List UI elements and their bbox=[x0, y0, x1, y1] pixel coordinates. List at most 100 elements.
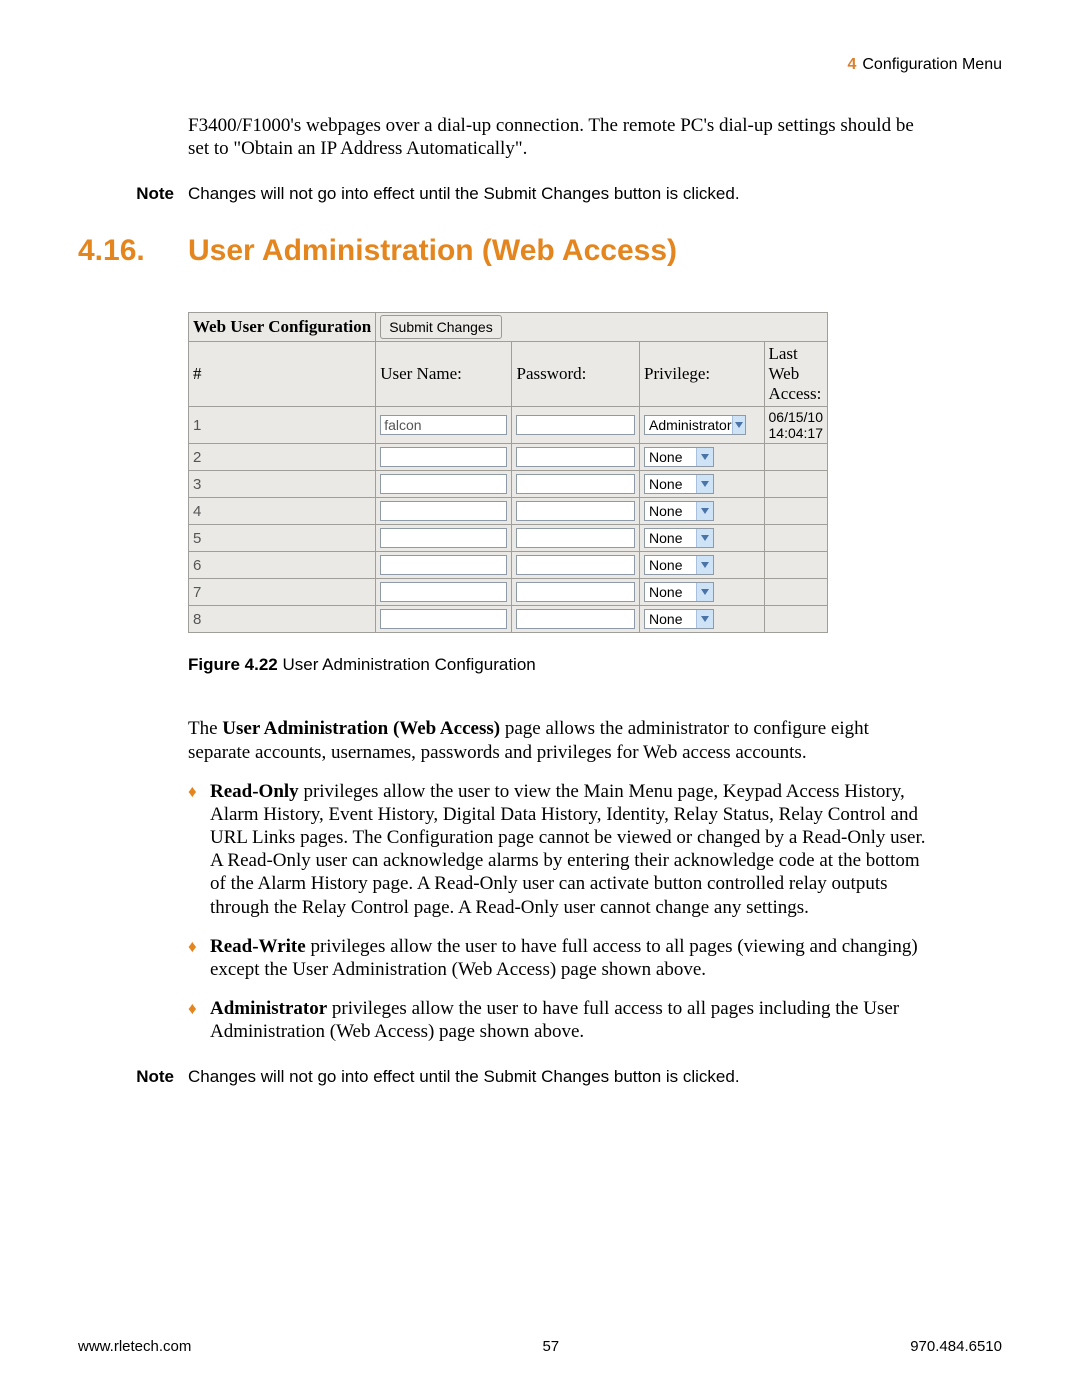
privilege-value: None bbox=[649, 503, 682, 519]
footer-center: 57 bbox=[542, 1338, 559, 1355]
note-label: Note bbox=[78, 184, 188, 204]
col-username: User Name: bbox=[376, 342, 512, 407]
chevron-down-icon bbox=[696, 529, 713, 547]
privilege-value: None bbox=[649, 611, 682, 627]
row-number: 6 bbox=[189, 552, 376, 579]
password-input[interactable] bbox=[516, 555, 635, 575]
row-number: 7 bbox=[189, 579, 376, 606]
diamond-bullet-icon: ♦ bbox=[188, 935, 210, 981]
section-heading: 4.16. User Administration (Web Access) bbox=[78, 234, 1002, 268]
privilege-value: Administrator bbox=[649, 417, 731, 433]
col-number: # bbox=[189, 342, 376, 407]
row-number: 1 bbox=[189, 407, 376, 444]
privilege-value: None bbox=[649, 476, 682, 492]
last-access bbox=[764, 444, 828, 471]
note-row-2: Note Changes will not go into effect unt… bbox=[78, 1067, 1002, 1087]
note-text: Changes will not go into effect until th… bbox=[188, 1067, 1002, 1087]
last-access bbox=[764, 606, 828, 633]
table-row: 3 None bbox=[189, 471, 828, 498]
col-last-access: Last Web Access: bbox=[764, 342, 828, 407]
figure-label: Figure 4.22 bbox=[188, 655, 278, 674]
password-input[interactable] bbox=[516, 609, 635, 629]
table-row: 4 None bbox=[189, 498, 828, 525]
chevron-down-icon bbox=[696, 448, 713, 466]
table-row: 5 None bbox=[189, 525, 828, 552]
col-password: Password: bbox=[512, 342, 640, 407]
page-footer: www.rletech.com 57 970.484.6510 bbox=[78, 1338, 1002, 1355]
diamond-bullet-icon: ♦ bbox=[188, 997, 210, 1043]
table-title: Web User Configuration bbox=[189, 313, 376, 342]
privilege-select[interactable]: None bbox=[644, 555, 714, 575]
row-number: 8 bbox=[189, 606, 376, 633]
table-row: 7 None bbox=[189, 579, 828, 606]
username-input[interactable] bbox=[380, 447, 507, 467]
username-input[interactable] bbox=[380, 528, 507, 548]
username-input[interactable] bbox=[380, 474, 507, 494]
last-access bbox=[764, 579, 828, 606]
figure-wrap: Web User Configuration Submit Changes # … bbox=[188, 312, 1002, 675]
password-input[interactable] bbox=[516, 447, 635, 467]
chevron-down-icon bbox=[732, 416, 746, 434]
last-access bbox=[764, 552, 828, 579]
submit-cell: Submit Changes bbox=[376, 313, 828, 342]
row-number: 4 bbox=[189, 498, 376, 525]
privilege-select[interactable]: None bbox=[644, 582, 714, 602]
footer-left: www.rletech.com bbox=[78, 1338, 191, 1355]
table-row: 2 None bbox=[189, 444, 828, 471]
chevron-down-icon bbox=[696, 583, 713, 601]
password-input[interactable] bbox=[516, 474, 635, 494]
privilege-value: None bbox=[649, 530, 682, 546]
privilege-select[interactable]: None bbox=[644, 501, 714, 521]
table-row: 8 None bbox=[189, 606, 828, 633]
privilege-select[interactable]: None bbox=[644, 528, 714, 548]
row-number: 5 bbox=[189, 525, 376, 552]
privilege-select[interactable]: None bbox=[644, 447, 714, 467]
footer-right: 970.484.6510 bbox=[910, 1338, 1002, 1355]
chevron-down-icon bbox=[696, 475, 713, 493]
username-input[interactable] bbox=[380, 609, 507, 629]
bullet-item: ♦Read-Only privileges allow the user to … bbox=[188, 780, 928, 919]
table-row: 1 Administrator 06/15/10 14:04:17 bbox=[189, 407, 828, 444]
chapter-title: Configuration Menu bbox=[862, 56, 1002, 73]
bullet-text: Read-Only privileges allow the user to v… bbox=[210, 780, 928, 919]
privilege-select[interactable]: Administrator bbox=[644, 415, 746, 435]
intro-paragraph: F3400/F1000's webpages over a dial-up co… bbox=[188, 114, 918, 160]
chapter-number: 4 bbox=[847, 56, 856, 73]
figure-text: User Administration Configuration bbox=[283, 655, 536, 674]
bullet-item: ♦Administrator privileges allow the user… bbox=[188, 997, 928, 1043]
page-header: 4 Configuration Menu bbox=[847, 56, 1002, 74]
row-number: 3 bbox=[189, 471, 376, 498]
password-input[interactable] bbox=[516, 528, 635, 548]
table-row: 6 None bbox=[189, 552, 828, 579]
last-access bbox=[764, 525, 828, 552]
password-input[interactable] bbox=[516, 582, 635, 602]
figure-caption: Figure 4.22 User Administration Configur… bbox=[188, 655, 1002, 675]
web-user-config-table: Web User Configuration Submit Changes # … bbox=[188, 312, 828, 633]
note-row-1: Note Changes will not go into effect unt… bbox=[78, 184, 1002, 204]
table-header-row: # User Name: Password: Privilege: Last W… bbox=[189, 342, 828, 407]
note-text: Changes will not go into effect until th… bbox=[188, 184, 1002, 204]
last-access: 06/15/10 14:04:17 bbox=[764, 407, 828, 444]
username-input[interactable] bbox=[380, 555, 507, 575]
bullet-item: ♦Read-Write privileges allow the user to… bbox=[188, 935, 928, 981]
username-input[interactable] bbox=[380, 501, 507, 521]
last-access bbox=[764, 471, 828, 498]
password-input[interactable] bbox=[516, 415, 635, 435]
bullet-text: Administrator privileges allow the user … bbox=[210, 997, 928, 1043]
chevron-down-icon bbox=[696, 610, 713, 628]
chevron-down-icon bbox=[696, 502, 713, 520]
username-input[interactable] bbox=[380, 582, 507, 602]
username-input[interactable] bbox=[380, 415, 507, 435]
privilege-select[interactable]: None bbox=[644, 609, 714, 629]
privilege-value: None bbox=[649, 584, 682, 600]
password-input[interactable] bbox=[516, 501, 635, 521]
privilege-value: None bbox=[649, 557, 682, 573]
last-access bbox=[764, 498, 828, 525]
privilege-select[interactable]: None bbox=[644, 474, 714, 494]
chevron-down-icon bbox=[696, 556, 713, 574]
row-number: 2 bbox=[189, 444, 376, 471]
submit-changes-button[interactable]: Submit Changes bbox=[380, 315, 502, 339]
note-label: Note bbox=[78, 1067, 188, 1087]
col-privilege: Privilege: bbox=[640, 342, 764, 407]
section-title: User Administration (Web Access) bbox=[188, 234, 677, 268]
